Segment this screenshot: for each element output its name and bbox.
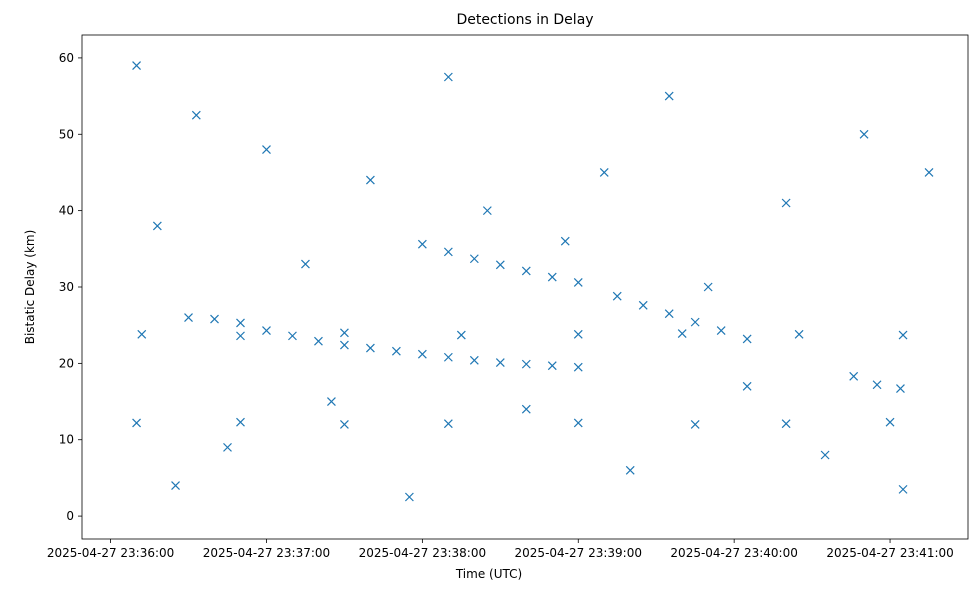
data-point: [443, 247, 453, 257]
data-point: [547, 272, 557, 282]
data-point: [885, 417, 895, 427]
data-point: [301, 259, 310, 269]
data-point: [898, 484, 908, 494]
data-point: [495, 358, 505, 368]
data-point: [573, 277, 583, 287]
data-point: [327, 397, 336, 406]
data-point: [859, 129, 869, 139]
data-point: [137, 329, 147, 339]
x-tick-label: 2025-04-27 23:36:00: [47, 546, 174, 560]
y-tick-label: 40: [59, 204, 74, 218]
data-point: [262, 145, 271, 154]
data-point: [236, 331, 245, 341]
data-point: [896, 384, 905, 393]
marks-layer: [132, 61, 934, 502]
data-point: [820, 450, 830, 460]
data-point: [417, 349, 427, 359]
y-axis-label: Bistatic Delay (km): [23, 230, 37, 345]
data-point: [443, 352, 453, 362]
y-tick-label: 30: [59, 280, 74, 294]
chart-title: Detections in Delay: [456, 12, 593, 28]
x-axis-ticks: 2025-04-27 23:36:00 2025-04-27 23:37:00 20…: [47, 539, 954, 560]
x-tick-label: 2025-04-27 23:39:00: [515, 546, 642, 560]
data-point: [132, 418, 141, 428]
data-point: [236, 417, 245, 427]
data-point: [638, 300, 648, 310]
data-point: [742, 381, 752, 391]
data-point: [521, 404, 531, 414]
data-point: [849, 371, 859, 381]
x-tick-label: 2025-04-27 23:37:00: [203, 546, 330, 560]
data-point: [716, 326, 726, 335]
data-point: [132, 61, 141, 70]
data-point: [573, 329, 583, 339]
data-point: [924, 168, 934, 177]
data-point: [171, 481, 180, 490]
plot-frame: [81, 34, 969, 540]
data-point: [184, 313, 193, 322]
x-axis-label: Time (UTC): [455, 567, 522, 581]
data-point: [664, 91, 674, 101]
data-point: [210, 314, 219, 324]
y-tick-label: 50: [59, 127, 74, 141]
data-point: [262, 326, 271, 335]
data-point: [703, 282, 713, 292]
data-point: [339, 340, 349, 350]
data-point: [664, 309, 674, 319]
data-point: [391, 346, 401, 356]
data-point: [573, 362, 583, 372]
data-point: [339, 420, 349, 429]
y-tick-label: 10: [59, 433, 74, 447]
data-point: [521, 266, 531, 276]
data-point: [339, 328, 349, 338]
data-point: [677, 329, 687, 339]
data-point: [443, 72, 453, 82]
data-point: [314, 336, 323, 346]
data-point: [794, 329, 804, 339]
x-tick-label: 2025-04-27 23:41:00: [826, 546, 953, 560]
data-point: [573, 418, 583, 428]
data-point: [191, 110, 201, 120]
y-tick-label: 20: [59, 356, 74, 370]
data-point: [690, 420, 700, 429]
x-tick-label: 2025-04-27 23:40:00: [670, 546, 797, 560]
data-point: [365, 175, 375, 185]
data-point: [288, 331, 297, 341]
data-point: [742, 334, 752, 344]
x-tick-label: 2025-04-27 23:38:00: [359, 546, 486, 560]
data-point: [236, 318, 245, 328]
data-point: [417, 239, 427, 249]
data-point: [898, 330, 908, 340]
data-point: [469, 254, 479, 264]
data-point: [482, 206, 492, 216]
data-point: [625, 465, 635, 475]
data-point: [495, 260, 505, 270]
data-point: [781, 198, 791, 208]
data-point: [612, 291, 622, 301]
y-axis-ticks: 0 10 20 30 40 50 60: [59, 51, 82, 523]
data-point: [152, 221, 162, 231]
data-point: [365, 343, 375, 353]
data-point: [521, 359, 531, 369]
data-point: [469, 355, 479, 365]
data-point: [223, 442, 232, 452]
data-point: [781, 419, 791, 429]
data-point: [872, 380, 882, 390]
data-point: [560, 236, 570, 246]
y-tick-label: 60: [59, 51, 74, 65]
data-point: [690, 317, 700, 327]
data-point: [404, 492, 414, 502]
data-point: [599, 168, 609, 177]
data-point: [456, 330, 466, 340]
data-point: [547, 361, 557, 371]
y-tick-label: 0: [66, 509, 74, 523]
data-point: [443, 419, 453, 429]
